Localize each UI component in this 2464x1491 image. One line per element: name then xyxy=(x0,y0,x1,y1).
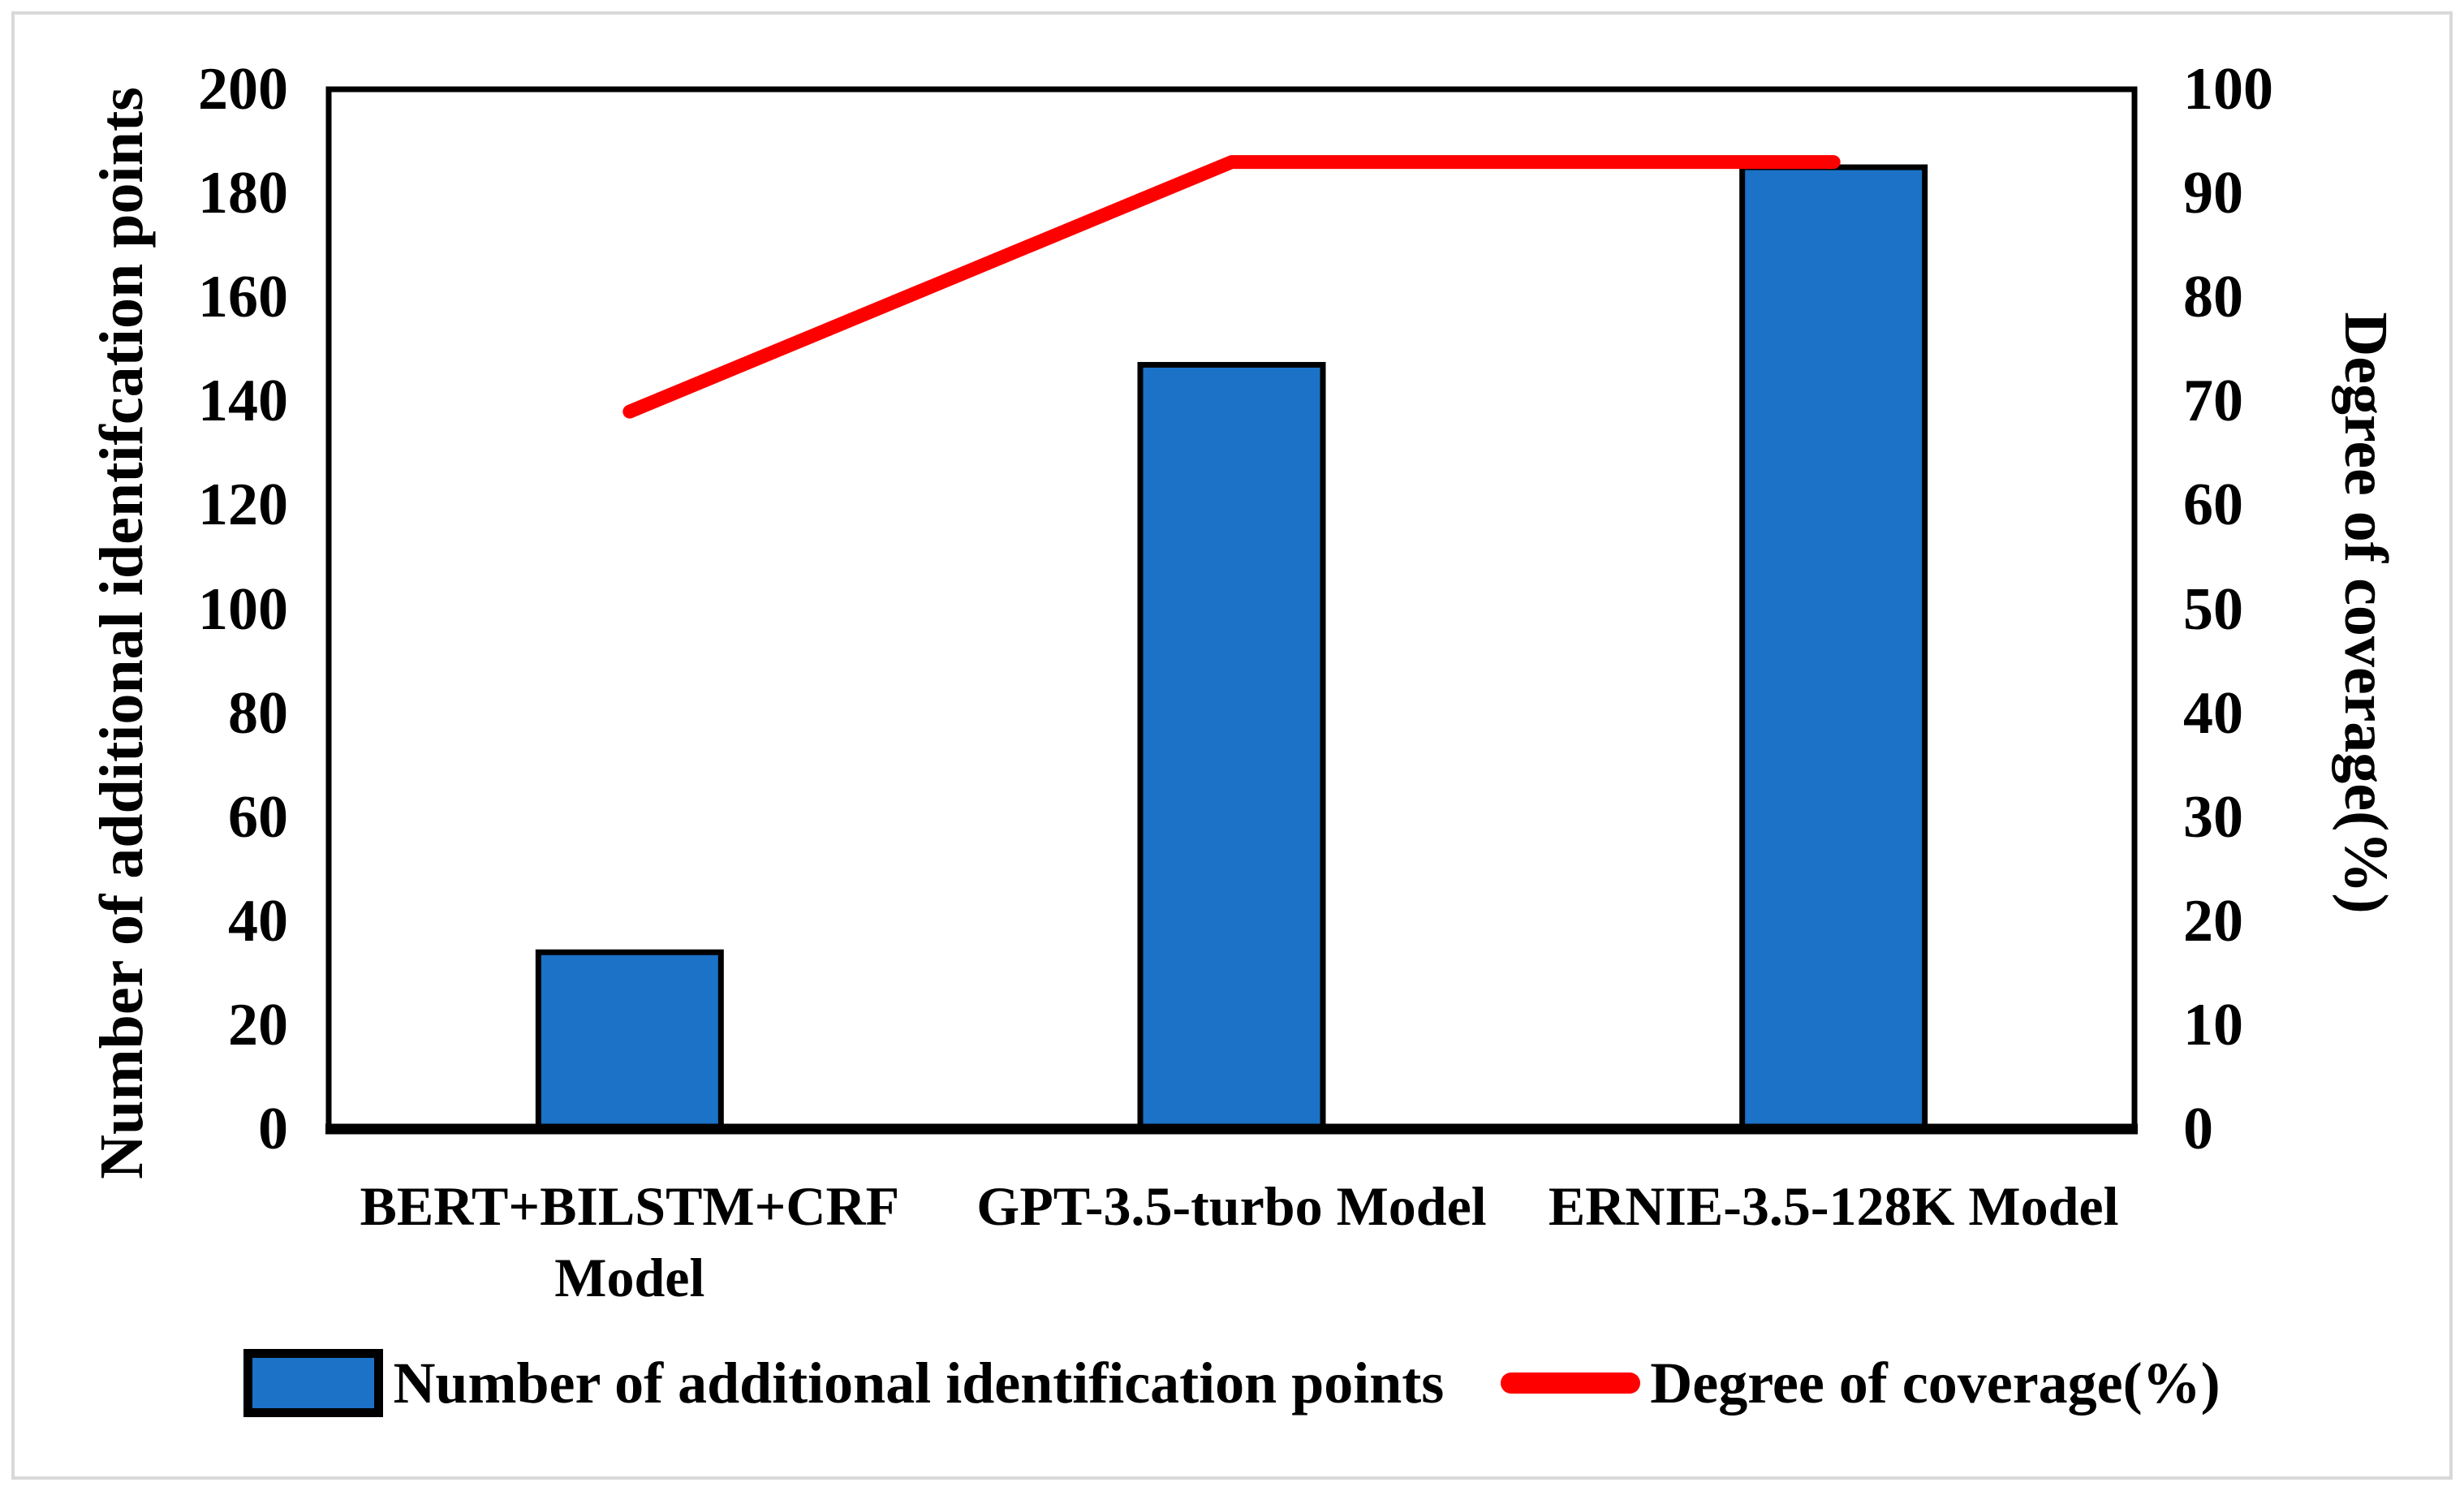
left-axis-title: Number of additional identifcation point… xyxy=(88,87,156,1179)
legend-item-bars: Number of additional identification poin… xyxy=(243,1349,1444,1417)
right-axis-tick-label: 90 xyxy=(2183,160,2243,227)
left-axis-tick-label: 100 xyxy=(198,575,288,643)
right-axis-tick-label: 40 xyxy=(2183,679,2243,747)
right-axis-tick-label: 10 xyxy=(2183,991,2243,1058)
bar-2 xyxy=(1739,164,1928,1132)
bar-series-swatch-icon xyxy=(243,1349,384,1417)
category-label: ERNIE-3.5-128K Model xyxy=(1548,1175,2119,1237)
legend: Number of additional identification poin… xyxy=(0,1349,2464,1417)
right-axis-tick-label: 70 xyxy=(2183,368,2243,435)
left-axis-tick-label: 20 xyxy=(228,991,288,1058)
left-axis-tick-label: 180 xyxy=(198,160,288,227)
right-axis-tick-label: 30 xyxy=(2183,783,2243,851)
left-axis-tick-label: 60 xyxy=(228,783,288,851)
left-axis-tick-label: 160 xyxy=(198,264,288,331)
line-series-swatch-icon xyxy=(1501,1372,1641,1394)
legend-label-line: Degree of coverage(%) xyxy=(1650,1351,2221,1416)
right-axis-tick-label: 20 xyxy=(2183,887,2243,954)
left-axis-tick-label: 200 xyxy=(198,56,288,123)
right-axis-tick-label: 60 xyxy=(2183,472,2243,539)
bar-1 xyxy=(1137,361,1326,1132)
left-axis-tick-label: 0 xyxy=(258,1096,288,1162)
left-axis-tick-label: 80 xyxy=(228,679,288,747)
left-axis-tick-label: 40 xyxy=(228,887,288,954)
right-axis-tick-label: 80 xyxy=(2183,264,2243,331)
legend-item-line: Degree of coverage(%) xyxy=(1501,1351,2221,1416)
coverage-line xyxy=(622,155,1841,419)
left-axis-tick-label: 140 xyxy=(198,368,288,435)
bar-0 xyxy=(535,949,724,1132)
legend-label-bars: Number of additional identification poin… xyxy=(393,1351,1445,1416)
right-axis-tick-label: 50 xyxy=(2183,575,2243,643)
right-axis-tick-label: 100 xyxy=(2183,56,2273,123)
category-label: GPT-3.5-turbo Model xyxy=(976,1175,1487,1237)
right-axis-tick-label: 0 xyxy=(2183,1096,2213,1162)
category-label: BERT+BILSTM+CRF Model xyxy=(360,1175,900,1309)
left-axis-tick-label: 120 xyxy=(198,472,288,539)
right-axis-title: Degree of coverage(%) xyxy=(2332,312,2400,914)
